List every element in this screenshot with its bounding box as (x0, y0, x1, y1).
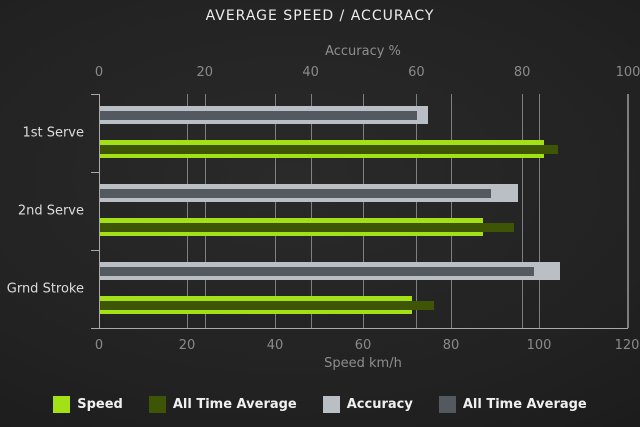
bar-speed-alltime-1st-serve (100, 144, 558, 154)
top-axis-label: Accuracy % (325, 44, 401, 59)
gridline-speed-20 (187, 94, 188, 328)
plot-area (91, 94, 629, 329)
category-boundary-tick (91, 172, 99, 173)
top-tick-20: 20 (196, 65, 214, 80)
bar-accuracy-alltime-2nd-serve (100, 188, 492, 198)
gridline-speed-80 (451, 94, 452, 328)
legend-item-3: All Time Average (438, 396, 587, 413)
bottom-tick-40: 40 (266, 338, 284, 353)
gridline-speed-120 (627, 94, 628, 328)
bottom-tick-60: 60 (354, 338, 372, 353)
legend-label-3: All Time Average (462, 397, 587, 412)
gridline-speed-100 (539, 94, 540, 328)
legend-item-2: Accuracy (322, 396, 413, 413)
legend-swatch-3 (438, 396, 456, 413)
gridline-speed-40 (275, 94, 276, 328)
legend: Speed All Time Average Accuracy All Time Av… (0, 396, 640, 413)
gridline-accuracy-60 (416, 94, 418, 328)
legend-swatch-2 (322, 396, 340, 413)
chart-title: AVERAGE SPEED / ACCURACY (205, 8, 435, 24)
top-tick-100: 100 (615, 65, 640, 80)
top-tick-40: 40 (302, 65, 319, 80)
bottom-tick-120: 120 (614, 338, 640, 353)
y-axis-line (99, 94, 100, 329)
category-boundary-tick (91, 328, 99, 329)
bottom-tick-0: 0 (94, 338, 104, 353)
top-tick-60: 60 (408, 65, 425, 80)
bottom-tick-20: 20 (178, 338, 196, 353)
category-label-grnd-stroke: Grnd Stroke (6, 281, 84, 297)
top-tick-80: 80 (513, 65, 531, 80)
bar-speed-alltime-grnd-stroke (100, 300, 435, 310)
bottom-tick-80: 80 (442, 338, 460, 353)
gridline-accuracy-40 (310, 94, 312, 328)
legend-label-1: All Time Average (172, 397, 297, 412)
legend-swatch-0 (53, 396, 71, 413)
top-tick-0: 0 (94, 65, 104, 80)
legend-label-0: Speed (77, 397, 123, 412)
category-label-2nd-serve: 2nd Serve (17, 203, 84, 219)
legend-swatch-1 (148, 396, 166, 413)
category-boundary-tick (91, 250, 99, 251)
category-boundary-tick (91, 94, 99, 95)
gridline-speed-60 (363, 94, 364, 328)
x-axis-line (99, 328, 628, 329)
bar-accuracy-alltime-1st-serve (100, 110, 418, 120)
legend-item-0: Speed (53, 396, 123, 413)
legend-label-2: Accuracy (346, 397, 413, 412)
category-label-1st-serve: 1st Serve (22, 125, 84, 141)
gridline-accuracy-80 (522, 94, 524, 328)
bottom-axis-label: Speed km/h (324, 356, 402, 371)
bottom-tick-100: 100 (526, 338, 552, 353)
bar-accuracy-alltime-grnd-stroke (100, 266, 534, 276)
legend-item-1: All Time Average (148, 396, 297, 413)
gridline-accuracy-20 (204, 94, 206, 328)
gridline-accuracy-100 (628, 94, 629, 328)
bar-speed-alltime-2nd-serve (100, 222, 514, 232)
